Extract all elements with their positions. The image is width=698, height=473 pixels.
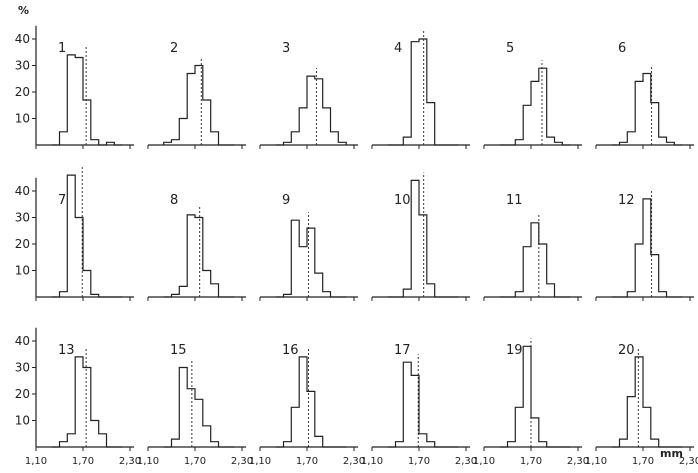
panel-label: 9 — [282, 193, 290, 208]
x-tick-label: 1,10 — [25, 456, 47, 467]
y-tick-label: 30 — [15, 211, 30, 225]
y-tick-label: 10 — [15, 414, 30, 428]
histogram-panel-5 — [499, 67, 571, 146]
panel-label: 8 — [170, 193, 178, 208]
y-tick-label: 20 — [15, 387, 30, 401]
histogram-panel-9 — [275, 219, 347, 298]
y-unit-label: % — [18, 4, 29, 17]
x-tick-label: 1,10 — [137, 456, 159, 467]
histogram-panel-4 — [387, 38, 459, 146]
y-tick-label: 30 — [15, 361, 30, 375]
panel-label: 11 — [506, 193, 523, 208]
x-tick-label: 2,30 — [455, 456, 477, 467]
histogram-panel-16 — [275, 356, 347, 448]
histogram-panel-8 — [163, 214, 235, 298]
panel-label: 5 — [506, 41, 514, 56]
x-tick-label: 1,70 — [520, 456, 542, 467]
panel-label: 3 — [282, 41, 290, 56]
y-tick-label: 40 — [15, 184, 30, 198]
x-tick-label: 2,30 — [679, 456, 698, 467]
panel-label: 7 — [58, 193, 66, 208]
histogram-panel-19 — [499, 345, 571, 448]
x-tick-label: 2,30 — [119, 456, 141, 467]
x-tick-label: 1,70 — [296, 456, 318, 467]
histogram-panel-10 — [387, 179, 459, 298]
x-tick-label: 1,70 — [72, 456, 94, 467]
y-tick-label: 20 — [15, 85, 30, 99]
panel-label: 2 — [170, 41, 178, 56]
panel-label: 1 — [58, 41, 66, 56]
x-tick-label: 2,30 — [343, 456, 365, 467]
panel-label: 20 — [618, 343, 635, 358]
panel-label: 6 — [618, 41, 626, 56]
x-tick-label: 1,70 — [408, 456, 430, 467]
histogram-panel-6 — [611, 72, 683, 146]
panel-label: 19 — [506, 343, 523, 358]
histogram-panel-11 — [499, 222, 571, 298]
x-tick-label: 1,10 — [473, 456, 495, 467]
y-tick-label: 40 — [15, 334, 30, 348]
y-tick-label: 10 — [15, 112, 30, 126]
x-tick-label: 2,30 — [231, 456, 253, 467]
histogram-panel-13 — [51, 356, 123, 448]
y-tick-label: 20 — [15, 237, 30, 251]
histogram-panel-7 — [51, 174, 123, 298]
histogram-panel-3 — [275, 75, 347, 146]
panel-label: 13 — [58, 343, 75, 358]
histogram-panel-17 — [387, 361, 459, 448]
histogram-panel-20 — [611, 356, 683, 448]
histogram-panel-2 — [163, 64, 235, 146]
x-tick-label: 1,70 — [632, 456, 654, 467]
panel-label: 15 — [170, 343, 187, 358]
histogram-panel-12 — [611, 198, 683, 298]
panel-label: 17 — [394, 343, 411, 358]
histogram-panel-1 — [51, 54, 123, 146]
panel-label: 16 — [282, 343, 299, 358]
y-tick-label: 30 — [15, 59, 30, 73]
panel-label: 4 — [394, 41, 402, 56]
x-tick-label: 1,70 — [184, 456, 206, 467]
x-tick-label: 1,10 — [585, 456, 607, 467]
x-tick-label: 2,30 — [567, 456, 589, 467]
x-tick-label: 1,10 — [249, 456, 271, 467]
y-tick-label: 10 — [15, 264, 30, 278]
histogram-panel-15 — [163, 366, 235, 448]
panel-label: 10 — [394, 193, 411, 208]
x-unit-label: mm — [660, 447, 683, 460]
panel-label: 12 — [618, 193, 635, 208]
x-tick-label: 1,10 — [361, 456, 383, 467]
y-tick-label: 40 — [15, 32, 30, 46]
